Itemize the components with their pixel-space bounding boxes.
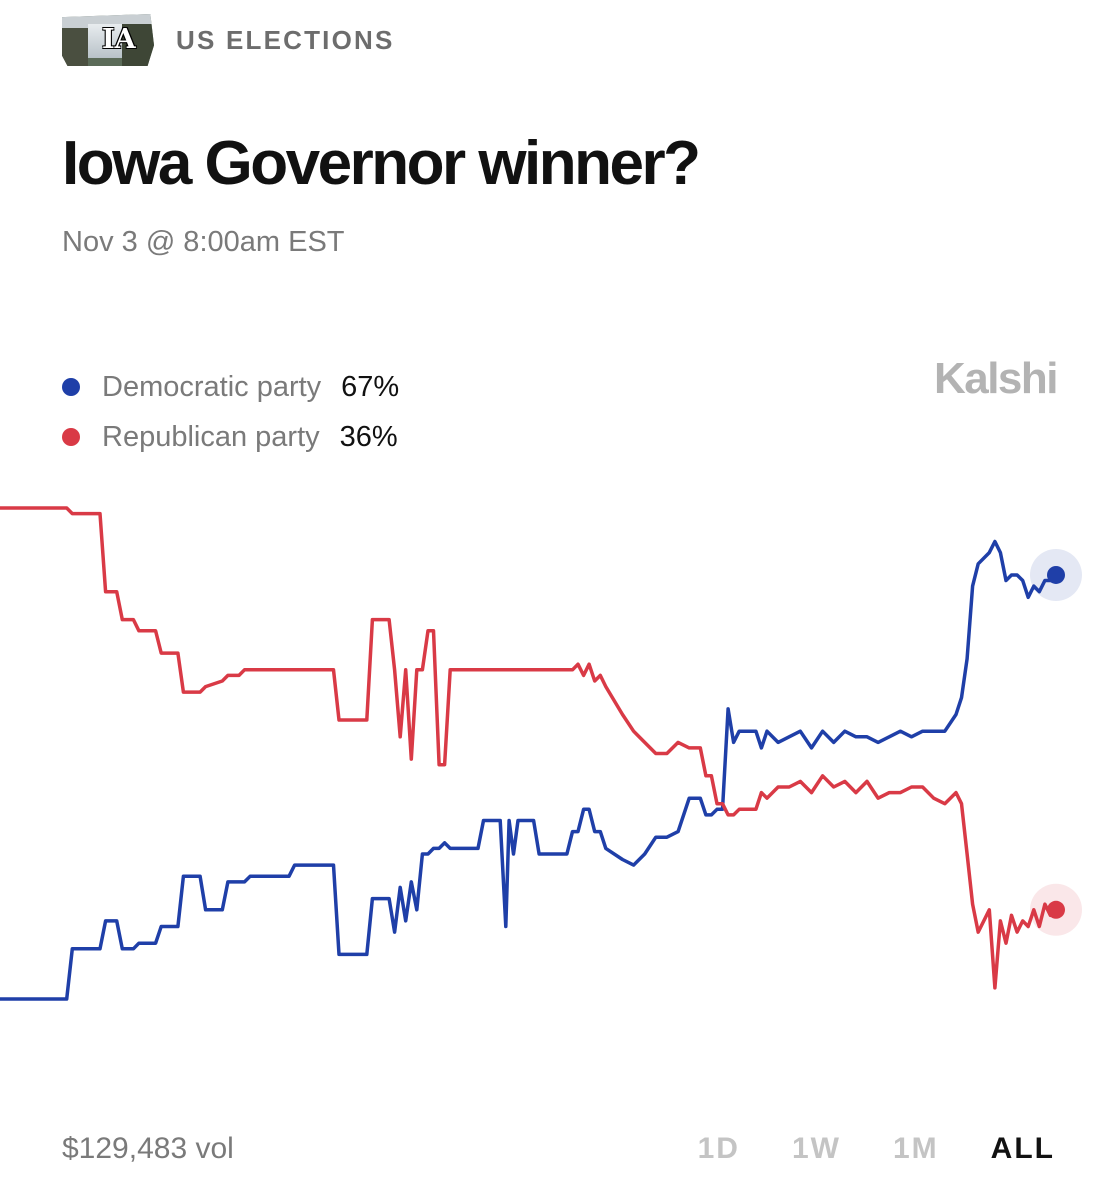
republican-dot (62, 428, 80, 446)
legend-value-democratic: 67% (341, 370, 400, 403)
range-1m[interactable]: 1M (892, 1132, 939, 1165)
range-1d[interactable]: 1D (697, 1132, 740, 1165)
market-date: Nov 3 @ 8:00am EST (62, 226, 345, 258)
category-label[interactable]: US ELECTIONS (176, 24, 395, 55)
thumbnail-state-label: IA (102, 24, 136, 55)
thumbnail-rock-right (122, 24, 154, 66)
legend-item-democratic: Democratic party 67% (62, 362, 399, 412)
end-point-democratic[interactable] (1047, 565, 1065, 584)
range-all[interactable]: ALL (990, 1132, 1055, 1165)
thumbnail-waterfall (88, 24, 122, 58)
range-1w[interactable]: 1W (791, 1132, 841, 1165)
legend-label-republican: Republican party (102, 420, 320, 453)
series-line-democratic (0, 539, 1058, 1001)
kalshi-logo: Kalshi (933, 354, 1059, 403)
series-line-republican (0, 506, 1058, 990)
democratic-dot (62, 378, 80, 396)
legend-label-democratic: Democratic party (102, 370, 322, 403)
legend-item-republican: Republican party 36% (62, 412, 399, 462)
range-selector: 1D 1W 1M ALL (646, 1132, 1055, 1166)
volume-label: $129,483 vol (62, 1132, 234, 1165)
end-point-republican[interactable] (1047, 900, 1065, 919)
thumbnail-rock-left (62, 28, 88, 66)
chart-legend: Democratic party 67% Republican party 36… (62, 362, 399, 462)
iowa-thumbnail[interactable]: IA (62, 14, 154, 66)
price-chart[interactable] (0, 490, 1117, 1120)
header-bar: IA US ELECTIONS (62, 14, 395, 66)
legend-value-republican: 36% (339, 420, 398, 453)
market-title: Iowa Governor winner? (62, 129, 701, 198)
